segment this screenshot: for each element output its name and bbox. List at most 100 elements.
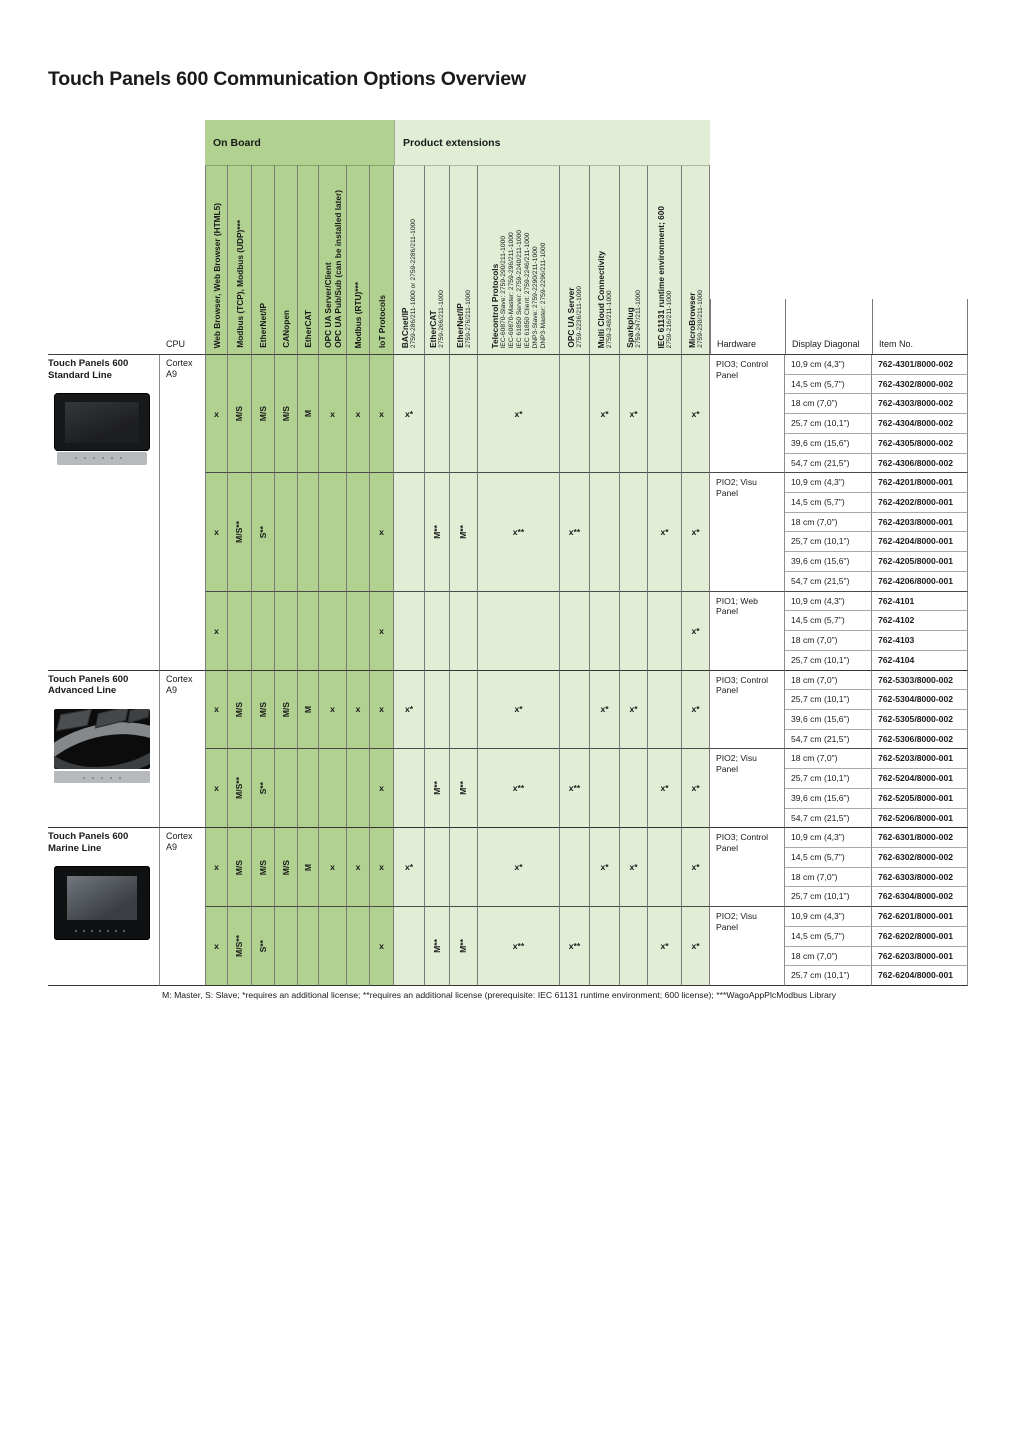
column-label: EtherNet/IP	[454, 303, 465, 348]
protocol-support-cell	[347, 907, 370, 986]
item-no-cell: 762-5306/8000-002	[872, 729, 968, 750]
protocol-support-mark: M	[302, 410, 313, 418]
protocol-support-mark: x**	[568, 783, 581, 794]
protocol-support-cell: x	[370, 749, 394, 829]
table-footnote: M: Master, S: Slave; *requires an additi…	[162, 990, 837, 1000]
extensions-group-header: Product extensions	[394, 120, 710, 165]
column-order-number: 2759-216/211-1000	[665, 290, 673, 348]
item-no-cell: 762-6303/8000-002	[872, 867, 968, 888]
protocol-support-mark: M/S**	[234, 935, 244, 958]
protocol-support-mark: x*	[404, 704, 414, 715]
protocol-support-cell: x*	[682, 670, 710, 750]
cpu-header-label: CPU	[166, 339, 186, 349]
protocol-support-cell: M/S	[228, 670, 252, 750]
protocol-support-cell	[275, 907, 298, 986]
display-diagonal-cell: 54,7 cm (21,5")	[785, 571, 872, 592]
item-no-cell: 762-4102	[872, 611, 968, 632]
display-diagonal-cell: 10,9 cm (4,3")	[785, 355, 872, 375]
protocol-support-cell	[590, 907, 620, 986]
display-diagonal-cell: 25,7 cm (10,1")	[785, 966, 872, 986]
protocol-support-cell	[298, 591, 319, 671]
protocol-support-cell: x	[205, 828, 228, 908]
header-spacer	[48, 165, 160, 355]
protocol-support-cell: M**	[425, 907, 450, 986]
item-no-cell: 762-5206/8000-001	[872, 808, 968, 829]
protocol-support-mark: M/S	[280, 859, 291, 875]
protocol-support-cell	[394, 591, 425, 671]
protocol-support-cell: M/S	[228, 355, 252, 474]
protocol-support-mark: x**	[512, 941, 525, 952]
column-label: IEC 61131 runtime environment; 600	[655, 205, 666, 349]
column-header: Web Browser, Web Browser (HTML5)	[205, 165, 228, 355]
item-no-cell: 762-4304/8000-002	[872, 414, 968, 434]
cpu-value-cell: Cortex A9	[160, 828, 205, 986]
product-line-cell: Touch Panels 600 Standard Line	[48, 355, 160, 671]
protocol-support-cell	[319, 473, 347, 592]
cpu-column-header: CPU	[160, 165, 205, 355]
protocol-support-cell	[648, 591, 682, 671]
display-diagonal-cell: 14,5 cm (5,7")	[785, 926, 872, 947]
protocol-support-cell: M/S	[275, 828, 298, 908]
display-diagonal-cell: 18 cm (7,0")	[785, 394, 872, 415]
hardware-cell: PIO2; Visu Panel	[710, 749, 785, 829]
item-no-cell: 762-5304/8000-002	[872, 690, 968, 710]
product-line-name-line: Standard Line	[48, 369, 112, 381]
protocol-support-cell	[425, 828, 450, 908]
product-line-name-line: Advanced Line	[48, 685, 117, 696]
protocol-support-cell: x*	[648, 907, 682, 986]
display-diagonal-cell: 10,9 cm (4,3")	[785, 591, 872, 612]
protocol-support-mark: M/S	[280, 406, 291, 422]
protocol-support-mark: M**	[458, 525, 468, 539]
column-label: OPC UA Pub/Sub (can be installed later)	[332, 190, 343, 348]
column-label: Sparkplug	[624, 307, 635, 348]
protocol-support-mark: x	[355, 408, 361, 419]
protocol-support-cell	[560, 591, 590, 671]
item-no-cell: 762-4303/8000-002	[872, 394, 968, 415]
protocol-support-mark: M/S	[257, 701, 268, 718]
panel-screen	[65, 402, 139, 443]
cpu-value-line: A9	[166, 369, 178, 379]
display-diagonal-cell: 18 cm (7,0")	[785, 946, 872, 967]
protocol-support-cell: x*	[394, 355, 425, 474]
protocol-support-mark: x	[214, 783, 219, 794]
display-diagonal-cell: 39,6 cm (15,6")	[785, 552, 872, 572]
display-diagonal-cell: 18 cm (7,0")	[785, 749, 872, 770]
protocol-support-mark: M/S**	[234, 520, 244, 543]
protocol-support-mark: x	[379, 526, 384, 537]
protocol-support-cell: x*	[394, 670, 425, 750]
protocol-support-cell: x*	[682, 749, 710, 829]
protocol-support-cell: M/S	[275, 670, 298, 750]
display-diagonal-cell: 18 cm (7,0")	[785, 670, 872, 691]
protocol-support-cell: S**	[252, 749, 275, 829]
column-header: EtherNet/IP	[252, 165, 275, 355]
protocol-support-mark: x	[379, 408, 384, 419]
protocol-support-mark: M**	[458, 781, 468, 796]
protocol-support-cell: x*	[682, 907, 710, 986]
column-order-number: IEC 61850 Client: 2759-2246/211-1000	[523, 232, 531, 348]
protocol-support-mark: x*	[600, 704, 609, 715]
protocol-support-cell: x	[370, 828, 394, 908]
protocol-support-cell: M**	[450, 907, 478, 986]
display-diagonal-cell: 18 cm (7,0")	[785, 512, 872, 533]
hardware-column-header: Hardware	[710, 165, 785, 355]
item-no-cell: 762-4205/8000-001	[872, 552, 968, 572]
cpu-value-line: Cortex	[166, 831, 193, 842]
protocol-support-mark: x*	[404, 408, 414, 419]
column-header-rotated-text: Multi Cloud Connectivity 2759-248/211-100…	[596, 251, 614, 348]
item-no-cell: 762-4203/8000-001	[872, 512, 968, 533]
display-diagonal-column-header-label: Display Diagonal	[785, 299, 872, 354]
display-diagonal-cell: 25,7 cm (10,1")	[785, 414, 872, 434]
cpu-value-line: Cortex	[166, 358, 193, 368]
display-diagonal-cell: 54,7 cm (21,5")	[785, 729, 872, 750]
column-label: Telecontrol Protocols	[489, 263, 500, 348]
column-header-rotated-text: EtherCAT 2759-266/211-1000	[428, 290, 446, 348]
protocol-support-mark: x	[355, 862, 361, 873]
protocol-support-mark: M/S	[257, 859, 268, 875]
protocol-support-mark: x*	[660, 783, 669, 794]
protocol-support-cell	[347, 591, 370, 671]
protocol-support-cell	[394, 749, 425, 829]
hardware-cell: PIO3; Control Panel	[710, 355, 785, 474]
protocol-support-mark: x*	[691, 941, 700, 952]
protocol-support-cell	[394, 907, 425, 986]
panel-screen	[67, 876, 137, 921]
